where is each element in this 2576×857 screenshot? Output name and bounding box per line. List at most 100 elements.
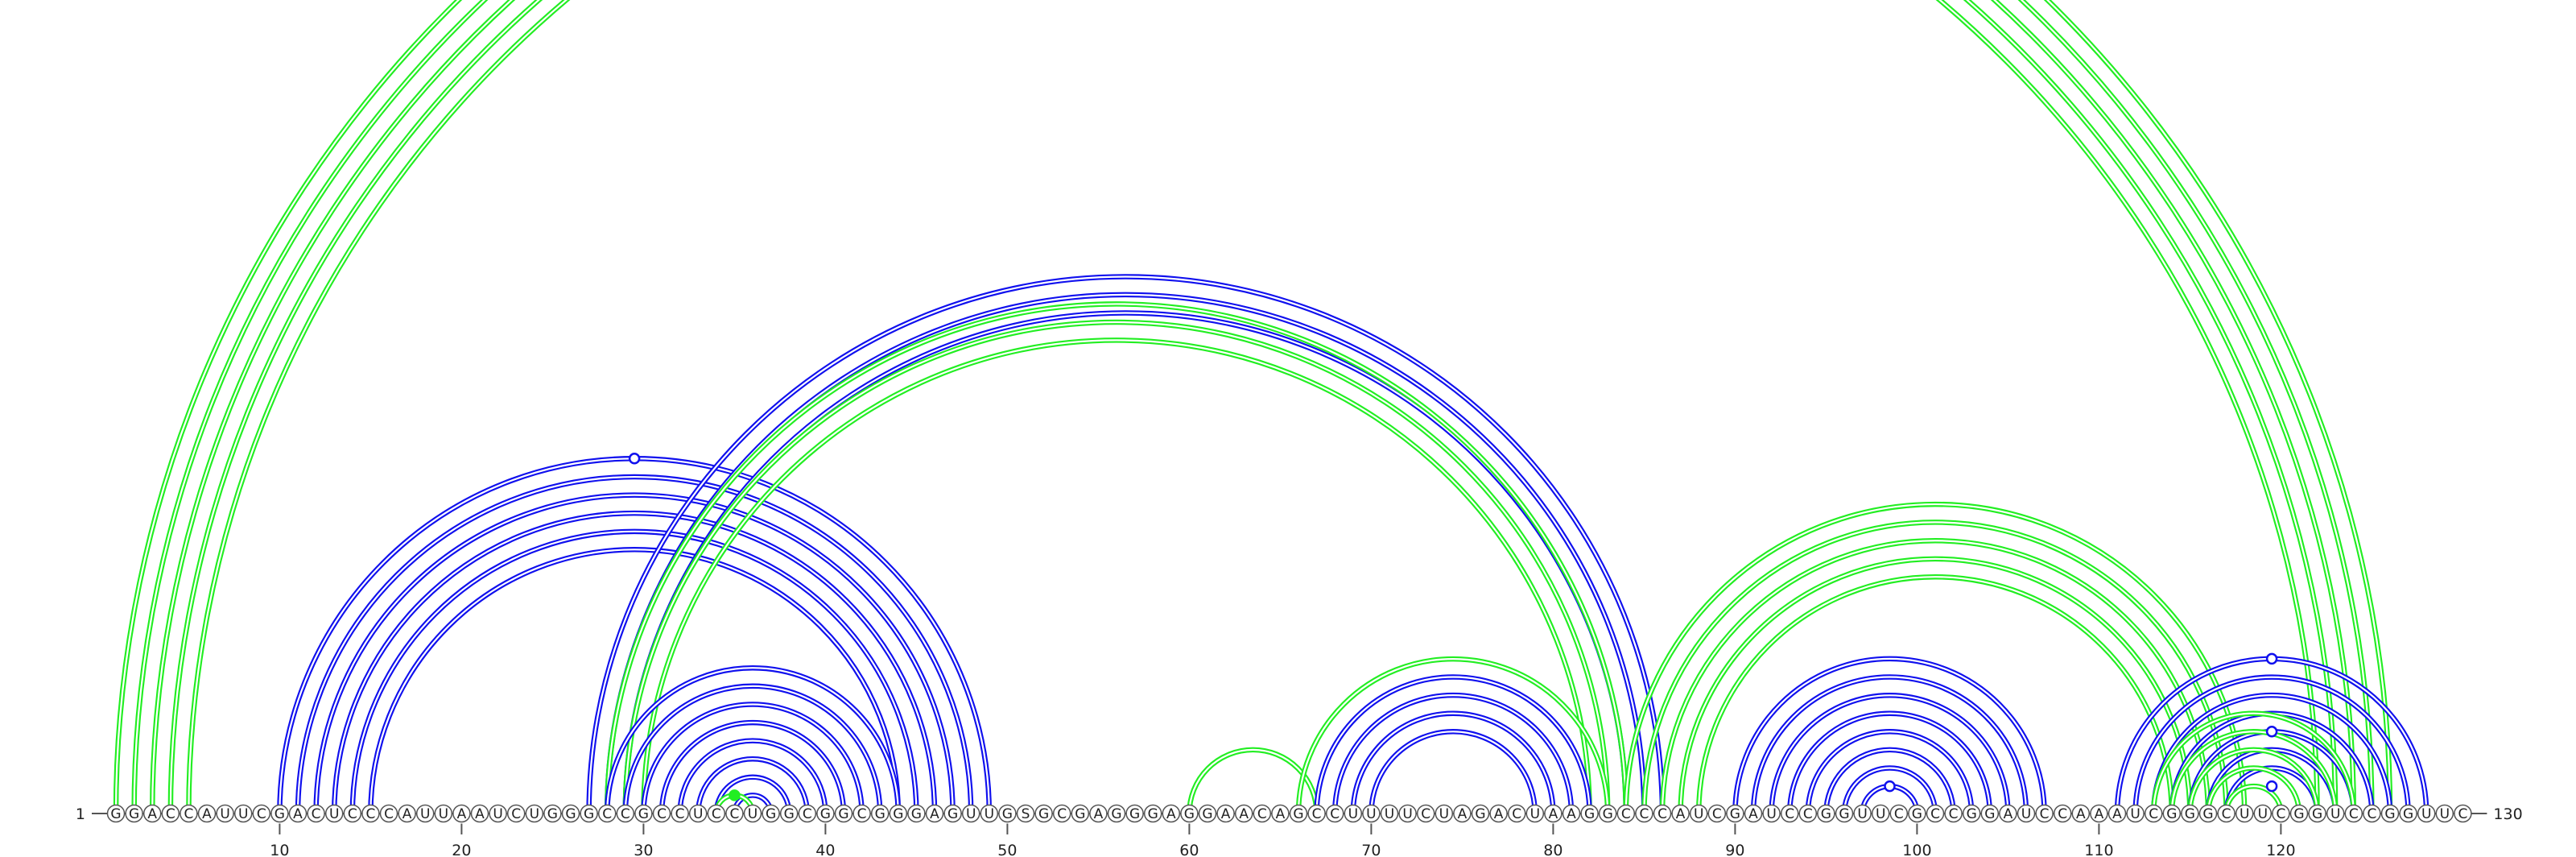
nucleotide: C — [1945, 805, 1962, 823]
nucleotide: C — [1890, 805, 1907, 823]
tick-label: 90 — [1725, 842, 1744, 857]
nucleotide: C — [381, 805, 398, 823]
nucleotide-letter: C — [384, 806, 394, 822]
nucleotide-letter: G — [110, 806, 121, 822]
arc-green-1-126 — [116, 0, 2390, 814]
tick-label: 80 — [1543, 842, 1563, 857]
nucleotide-letter: G — [1293, 806, 1303, 822]
nucleotide: G — [108, 805, 125, 823]
tick-label: 40 — [815, 842, 835, 857]
nucleotide-letter: A — [1748, 806, 1758, 822]
arc-blue-69-80 — [1353, 714, 1554, 814]
nucleotide: G — [1836, 805, 1853, 823]
arc-blue-27-86 — [589, 277, 1662, 814]
tick-label: 70 — [1361, 842, 1381, 857]
nucleotide: U — [2436, 805, 2453, 823]
nucleotide: S — [1018, 805, 1034, 823]
nucleotide-letter: U — [1876, 806, 1885, 822]
arc-gap-70-79 — [1371, 731, 1534, 814]
nucleotide: A — [1272, 805, 1289, 823]
nucleotide-letter: C — [2276, 806, 2285, 822]
nucleotide-letter: C — [1712, 806, 1722, 822]
nucleotide-letter: G — [1967, 806, 1977, 822]
nucleotide: U — [1399, 805, 1416, 823]
nucleotide-letter: U — [693, 806, 703, 822]
nucleotide: C — [253, 805, 270, 823]
nucleotide: C — [726, 805, 743, 823]
nucleotide: C — [1418, 805, 1435, 823]
nucleotide: C — [2218, 805, 2235, 823]
nucleotide-letter: U — [1530, 806, 1540, 822]
nucleotide-letter: G — [638, 806, 649, 822]
nucleotide: U — [745, 805, 762, 823]
nucleotide: A — [398, 805, 415, 823]
nucleotide: U — [2127, 805, 2144, 823]
nucleotide: G — [1909, 805, 1926, 823]
arc-green-88-114 — [1699, 577, 2172, 814]
nucleotide: C — [599, 805, 616, 823]
nucleotide-letter: A — [1458, 806, 1468, 822]
nucleotide-letter: G — [1184, 806, 1195, 822]
nucleotide-letter: G — [2312, 806, 2322, 822]
nucleotide: A — [2072, 805, 2089, 823]
nucleotide-letter: A — [202, 806, 212, 822]
arc-blue-70-79 — [1371, 731, 1534, 814]
nucleotide-letter: A — [1239, 806, 1249, 822]
nucleotide-letter: G — [766, 806, 776, 822]
nucleotide-letter: G — [2384, 806, 2395, 822]
nucleotide-letter: A — [1494, 806, 1504, 822]
nucleotide: G — [1818, 805, 1835, 823]
arc-gap-5-122 — [188, 0, 2317, 814]
nucleotide-letter: C — [803, 806, 812, 822]
nucleotide: C — [508, 805, 525, 823]
nucleotide-letter: A — [1166, 806, 1176, 822]
nucleotide: G — [580, 805, 597, 823]
nucleotide-letter: A — [293, 806, 303, 822]
arc-gap-28-85 — [607, 295, 1644, 814]
nucleotide: G — [1126, 805, 1143, 823]
nucleotide: G — [2309, 805, 2326, 823]
nucleotide: G — [908, 805, 925, 823]
nucleotide-letter: C — [1621, 806, 1631, 822]
nucleotide-letter: C — [1512, 806, 1521, 822]
nucleotide-letter: G — [129, 806, 139, 822]
nucleotide: U — [217, 805, 233, 823]
nucleotide-letter: U — [238, 806, 248, 822]
nucleotide-letter: U — [1857, 806, 1867, 822]
nucleotide-letter: U — [748, 806, 758, 822]
nucleotide: G — [544, 805, 561, 823]
nucleotide: A — [2109, 805, 2126, 823]
nucleotide-letter: G — [2185, 806, 2195, 822]
nucleotide-letter: U — [220, 806, 229, 822]
sequence-end-label: 130 — [2493, 805, 2522, 823]
nucleotide: C — [162, 805, 179, 823]
nucleotide: G — [2182, 805, 2198, 823]
helix-marker-34-36 — [729, 790, 739, 800]
nucleotide-letter: U — [1348, 806, 1358, 822]
nucleotide-letter: C — [1330, 806, 1340, 822]
nucleotide-letter: A — [2112, 806, 2122, 822]
tick-label: 50 — [997, 842, 1017, 857]
nucleotide-letter: C — [365, 806, 375, 822]
nucleotide-letter: C — [657, 806, 667, 822]
nucleotide-letter: A — [1094, 806, 1104, 822]
arc-blue-93-104 — [1790, 714, 1990, 814]
nucleotide-letter: G — [1839, 806, 1849, 822]
nucleotide: G — [2200, 805, 2217, 823]
nucleotide-letter: C — [729, 806, 739, 822]
nucleotide-letter: G — [2403, 806, 2413, 822]
arc-gap-88-114 — [1699, 577, 2172, 814]
nucleotide-letter: C — [675, 806, 685, 822]
nucleotide-letter: G — [275, 806, 285, 822]
nucleotide: C — [2273, 805, 2289, 823]
nucleotide: U — [1344, 805, 1361, 823]
nucleotide: U — [435, 805, 452, 823]
nucleotide: G — [762, 805, 779, 823]
nucleotide: A — [472, 805, 489, 823]
nucleotide: G — [1071, 805, 1088, 823]
nucleotide: C — [1654, 805, 1671, 823]
nucleotide-letter: C — [2367, 806, 2376, 822]
nucleotide-letter: C — [2458, 806, 2467, 822]
nucleotide-letter: A — [402, 806, 412, 822]
nucleotide-letter: G — [1129, 806, 1140, 822]
